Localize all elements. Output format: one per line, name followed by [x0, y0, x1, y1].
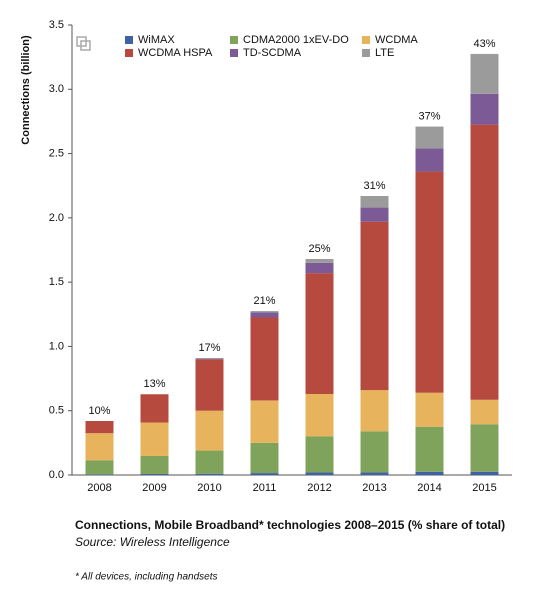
- x-tick-label: 2010: [197, 482, 221, 494]
- x-tick-label: 2013: [362, 482, 386, 494]
- y-tick-label: 0.5: [49, 405, 64, 417]
- bar-segment: [250, 473, 279, 475]
- x-tick-label: 2011: [253, 482, 277, 494]
- bar-segment: [195, 358, 224, 360]
- bar-segment: [305, 273, 334, 394]
- legend-swatch: [230, 36, 238, 44]
- bar-segment: [140, 473, 169, 475]
- bar-segment: [415, 126, 444, 149]
- y-tick-label: 3.0: [49, 83, 64, 95]
- bar-segment: [360, 390, 389, 432]
- bar-segment: [470, 53, 499, 94]
- bar-segment: [305, 394, 334, 437]
- bar-segment: [360, 196, 389, 208]
- legend-swatch: [125, 49, 133, 57]
- legend-label: TD-SCDMA: [243, 47, 302, 59]
- bar-annotation: 31%: [363, 180, 385, 192]
- bar-segment: [305, 436, 334, 473]
- bar-segment: [360, 221, 389, 391]
- bar-segment: [360, 431, 389, 473]
- bar-segment: [470, 399, 499, 425]
- bar-segment: [470, 424, 499, 472]
- y-tick-label: 3.5: [49, 19, 64, 31]
- legend-swatch: [362, 36, 370, 44]
- legend-label: WCDMA HSPA: [138, 47, 213, 59]
- bar-segment: [470, 93, 499, 125]
- y-axis-label: Connections (billion): [20, 35, 32, 145]
- bar-segment: [140, 394, 169, 423]
- legend-label: WCDMA: [375, 34, 418, 46]
- bar-annotation: 25%: [308, 243, 330, 255]
- bar-segment: [470, 124, 499, 400]
- icon: [76, 36, 91, 51]
- y-tick-label: 1.0: [49, 340, 64, 352]
- bar-segment: [470, 471, 499, 475]
- x-tick-label: 2008: [87, 482, 111, 494]
- bar-segment: [250, 400, 279, 443]
- bar-segment: [415, 471, 444, 475]
- bar-segment: [415, 148, 444, 172]
- bar-annotation: 17%: [198, 342, 220, 354]
- bar-segment: [250, 317, 279, 401]
- bar-segment: [415, 392, 444, 427]
- bar-segment: [305, 262, 334, 274]
- bar-segment: [85, 433, 114, 461]
- x-tick-label: 2012: [307, 482, 331, 494]
- x-tick-label: 2009: [142, 482, 166, 494]
- bar-segment: [360, 472, 389, 475]
- bar-segment: [85, 460, 114, 475]
- bar-segment: [250, 442, 279, 474]
- legend-swatch: [362, 49, 370, 57]
- bar-segment: [195, 358, 224, 359]
- bar-segment: [195, 473, 224, 475]
- x-tick-label: 2014: [417, 482, 441, 494]
- bar-segment: [140, 455, 169, 474]
- legend-label: CDMA2000 1xEV-DO: [243, 34, 349, 46]
- legend-label: LTE: [375, 47, 394, 59]
- bar-annotation: 43%: [473, 38, 495, 50]
- chart-title: Connections, Mobile Broadband* technolog…: [75, 518, 505, 532]
- bar-segment: [415, 171, 444, 393]
- footnote: * All devices, including handsets: [75, 572, 218, 583]
- y-tick-label: 2.5: [49, 147, 64, 159]
- bar-annotation: 13%: [143, 378, 165, 390]
- y-tick-label: 1.5: [49, 276, 64, 288]
- y-tick-label: 0.0: [49, 469, 64, 481]
- chart-subtitle: Source: Wireless Intelligence: [75, 535, 230, 549]
- bar-segment: [250, 311, 279, 313]
- y-tick-label: 2.0: [49, 212, 64, 224]
- x-tick-label: 2015: [472, 482, 496, 494]
- bar-segment: [305, 472, 334, 475]
- bar-annotation: 37%: [418, 110, 440, 122]
- bar-segment: [195, 359, 224, 411]
- bar-segment: [85, 474, 114, 475]
- bar-segment: [85, 421, 114, 434]
- bar-segment: [195, 410, 224, 451]
- bar-annotation: 21%: [253, 295, 275, 307]
- bar-segment: [360, 207, 389, 222]
- bar-segment: [195, 450, 224, 474]
- legend-swatch: [125, 36, 133, 44]
- bar-segment: [415, 426, 444, 472]
- bar-segment: [140, 422, 169, 456]
- legend-label: WiMAX: [138, 34, 175, 46]
- bar-segment: [305, 259, 334, 263]
- legend-swatch: [230, 49, 238, 57]
- bar-annotation: 10%: [88, 405, 110, 417]
- bar-segment: [250, 312, 279, 318]
